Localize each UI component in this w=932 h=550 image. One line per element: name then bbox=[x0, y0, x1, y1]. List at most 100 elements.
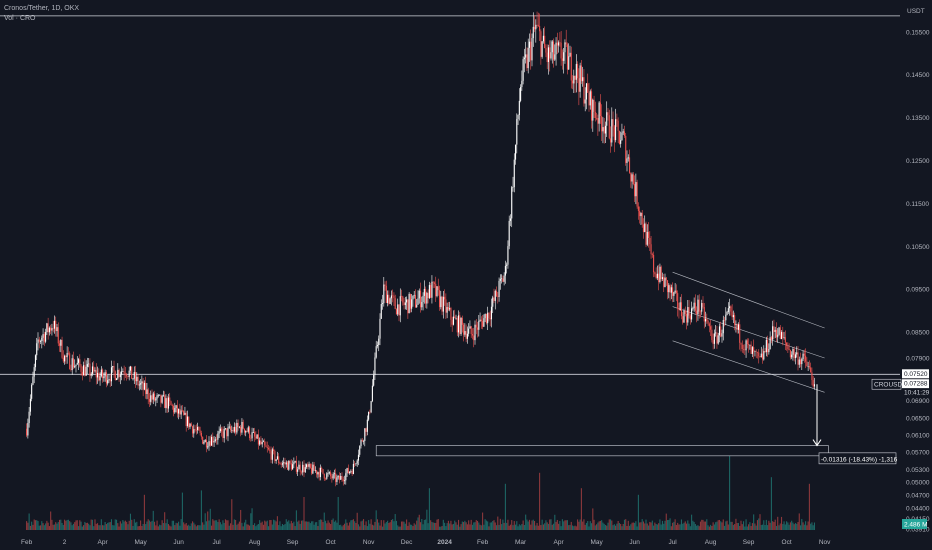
candle-body bbox=[537, 24, 539, 26]
candle-body bbox=[658, 273, 660, 283]
candle-body bbox=[807, 366, 809, 367]
volume-bar bbox=[602, 522, 604, 530]
candle-body bbox=[66, 352, 68, 358]
volume-bar bbox=[801, 518, 803, 530]
candle-body bbox=[419, 290, 422, 308]
volume-bar bbox=[791, 520, 793, 530]
volume-bar bbox=[755, 525, 757, 530]
horizontal-levels[interactable] bbox=[0, 15, 900, 375]
volume-bar bbox=[91, 519, 94, 530]
volume-bar bbox=[707, 525, 709, 530]
candle-body bbox=[371, 385, 373, 402]
candle-body bbox=[76, 362, 78, 365]
volume-bar bbox=[340, 524, 342, 530]
candle-body bbox=[195, 430, 197, 431]
candle-body bbox=[636, 182, 638, 207]
candle-body bbox=[161, 395, 163, 403]
volume-bar bbox=[285, 519, 287, 530]
candle-body bbox=[806, 361, 808, 367]
volume-bar bbox=[257, 524, 259, 530]
candle-body bbox=[224, 428, 227, 429]
candle-body bbox=[449, 308, 451, 310]
volume-bar bbox=[240, 509, 242, 530]
volume-bar bbox=[376, 519, 379, 530]
volume-bar bbox=[129, 513, 132, 530]
volume-bar bbox=[668, 519, 670, 530]
candle-body bbox=[777, 334, 779, 338]
volume-bar bbox=[773, 522, 775, 530]
price-axis[interactable]: 0.15500 0.14500 0.13500 0.12500 0.11500 0.105… bbox=[900, 0, 932, 550]
volume-bar bbox=[197, 525, 199, 530]
candle-body bbox=[484, 313, 486, 319]
chart-title[interactable]: Cronos/Tether, 1D, OKX bbox=[4, 5, 80, 12]
candle-body bbox=[446, 307, 448, 313]
candle-body bbox=[704, 318, 707, 322]
candle-body bbox=[508, 220, 510, 247]
volume-bar bbox=[511, 520, 513, 530]
volume-bar bbox=[542, 524, 544, 530]
price-tick-label: 0.06100 bbox=[906, 433, 930, 440]
volume-bar bbox=[501, 524, 503, 530]
candle-body bbox=[122, 371, 124, 372]
volume-bar bbox=[585, 522, 588, 530]
candle-body bbox=[558, 42, 560, 46]
volume-bar bbox=[687, 520, 689, 530]
candle-body bbox=[102, 369, 104, 379]
candle-body bbox=[75, 364, 77, 366]
volume-bar bbox=[366, 526, 368, 530]
candle-body bbox=[463, 324, 465, 335]
candle-body bbox=[730, 306, 732, 312]
volume-bar bbox=[128, 520, 130, 530]
volume-bar bbox=[456, 524, 458, 530]
volume-bar bbox=[170, 526, 172, 530]
volume-bar bbox=[571, 525, 574, 530]
volume-bar bbox=[774, 519, 776, 530]
volume-bar bbox=[36, 520, 38, 530]
volume-bar bbox=[729, 453, 731, 530]
candle-body bbox=[791, 354, 793, 358]
candle-body bbox=[51, 328, 53, 331]
volume-bar bbox=[563, 521, 565, 530]
candle-body bbox=[212, 436, 214, 443]
volume-bar bbox=[767, 525, 769, 530]
volume-bar bbox=[651, 520, 653, 530]
candle-body bbox=[58, 343, 61, 346]
candle-body bbox=[516, 119, 518, 145]
volume-bar bbox=[649, 521, 651, 530]
volume-bar bbox=[208, 520, 210, 530]
time-axis[interactable]: Feb 2 Apr May Jun Jul Aug Sep Oct Nov Dec 2024 Feb Ma… bbox=[21, 539, 831, 546]
candle-body bbox=[151, 395, 153, 400]
volume-bar bbox=[346, 522, 348, 530]
candle-body bbox=[81, 371, 83, 376]
candle-body bbox=[769, 337, 771, 350]
candle-body bbox=[661, 277, 664, 280]
candle-body bbox=[79, 359, 81, 366]
volume-indicator-label[interactable]: Vol · CRO bbox=[4, 15, 36, 22]
volume-bar bbox=[117, 523, 119, 530]
volume-bar bbox=[466, 524, 468, 530]
volume-bar bbox=[94, 519, 96, 530]
volume-bar bbox=[564, 520, 566, 530]
candle-body bbox=[278, 456, 280, 464]
projection-arrow[interactable] bbox=[812, 384, 822, 447]
volume-bar bbox=[252, 524, 254, 530]
candle-body bbox=[233, 426, 235, 432]
volume-bar bbox=[597, 522, 599, 530]
volume-bar bbox=[151, 520, 153, 530]
price-tick-label: 0.05000 bbox=[906, 480, 930, 487]
candle-body bbox=[506, 264, 508, 266]
volume-bar bbox=[494, 522, 496, 530]
candle-body bbox=[520, 87, 522, 101]
candle-body bbox=[333, 473, 335, 475]
volume-bar bbox=[131, 519, 133, 530]
volume-bar bbox=[76, 520, 78, 530]
volume-bar bbox=[311, 521, 313, 530]
volume-bar bbox=[309, 523, 311, 530]
candle-body bbox=[502, 278, 504, 282]
candle-body bbox=[475, 324, 477, 328]
volume-bar bbox=[658, 523, 660, 530]
time-tick-label: Oct bbox=[782, 539, 792, 546]
candle-body bbox=[355, 463, 357, 465]
candle-body bbox=[67, 352, 69, 354]
